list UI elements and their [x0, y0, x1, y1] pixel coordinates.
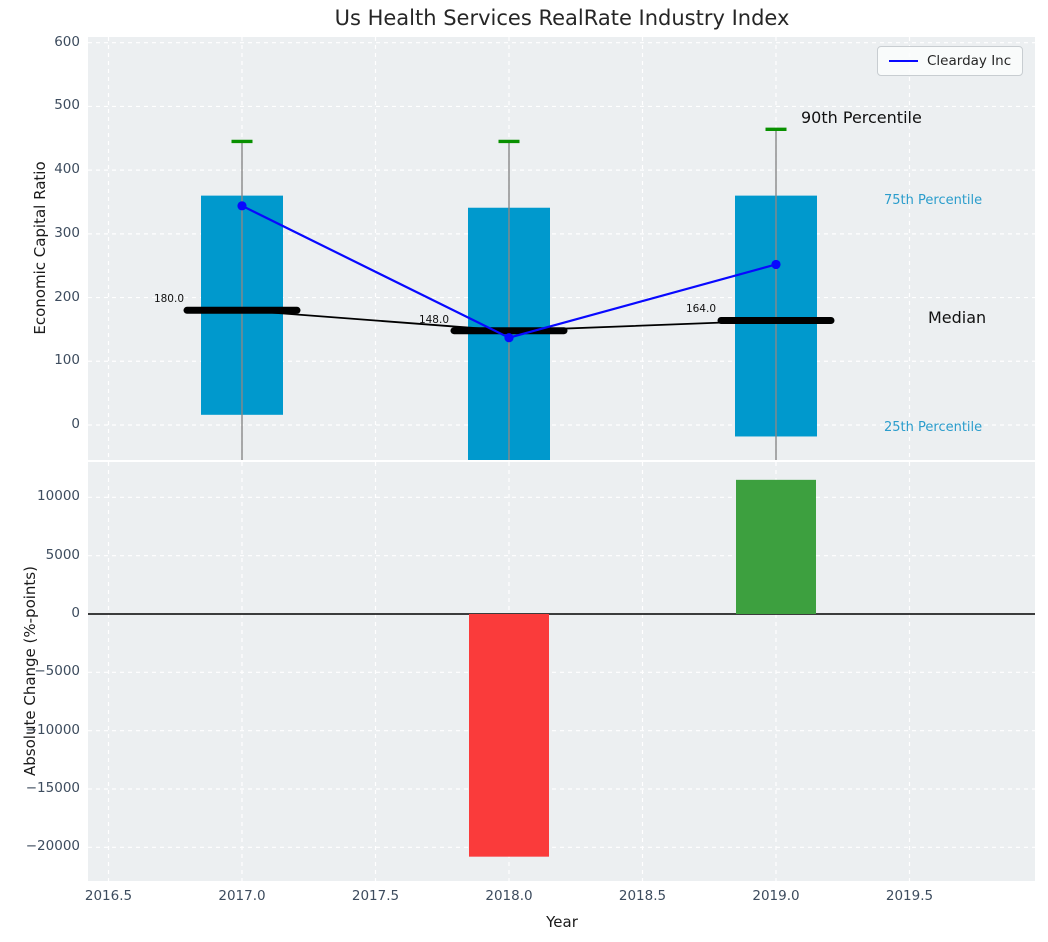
legend-line-sample [889, 60, 918, 62]
median-annotation-2017: 180.0 [153, 293, 184, 305]
x-tick-label: 2018.5 [618, 888, 667, 904]
x-tick-label: 2018.0 [485, 888, 533, 904]
y-tick-label: 5000 [45, 546, 80, 563]
x-tick-label: 2016.5 [84, 888, 133, 904]
x-tick-label: 2017.5 [351, 888, 400, 904]
y-tick-label: 0 [71, 605, 80, 621]
y-tick-label: −15000 [25, 780, 80, 796]
y-tick-label: 200 [54, 288, 80, 305]
y-tick-label: −10000 [25, 721, 80, 738]
y-tick-label: −20000 [25, 838, 80, 855]
change-bar [736, 479, 816, 614]
top-plot-canvas [88, 37, 1035, 460]
median-annotation-2018: 148.0 [418, 314, 449, 326]
legend-label: Clearday Inc [927, 53, 1012, 69]
company-point [504, 333, 514, 343]
bottom-plot: −20000 −15000 −10000 −5000 0 5000 10000 2016.5 2… [26, 462, 1035, 904]
company-point [771, 259, 781, 270]
legend: Clearday Inc [877, 46, 1024, 76]
company-point [237, 201, 247, 211]
y-tick-label: −5000 [34, 663, 80, 680]
percentile-label-median: Median [928, 308, 987, 327]
y-tick-label: 400 [54, 161, 80, 178]
x-axis-label: Year [546, 913, 578, 931]
chart-title: Us Health Services RealRate Industry Ind… [334, 6, 790, 30]
bottom-plot-canvas [88, 462, 1035, 881]
percentile-label-75th: 75th Percentile [884, 193, 983, 208]
y-tick-label: 500 [54, 97, 80, 114]
y-tick-label: 100 [54, 352, 80, 369]
x-tick-label: 2019.0 [752, 888, 800, 904]
median-annotation-2019: 164.0 [685, 303, 716, 315]
percentile-label-25th: 25th Percentile [884, 420, 983, 435]
top-plot: 180.0 148.0 164.0 90th Percentile 75th P… [54, 34, 1035, 460]
x-tick-label: 2017.0 [218, 888, 266, 904]
y-tick-label: 600 [54, 33, 80, 50]
y-axis-label-top: Economic Capital Ratio [31, 161, 49, 335]
y-tick-label: 300 [54, 224, 80, 241]
x-tick-label: 2019.5 [885, 888, 934, 904]
y-tick-label: 10000 [37, 488, 80, 505]
percentile-label-90th: 90th Percentile [801, 108, 922, 127]
y-tick-label: 0 [71, 416, 80, 432]
change-bar [469, 614, 549, 857]
